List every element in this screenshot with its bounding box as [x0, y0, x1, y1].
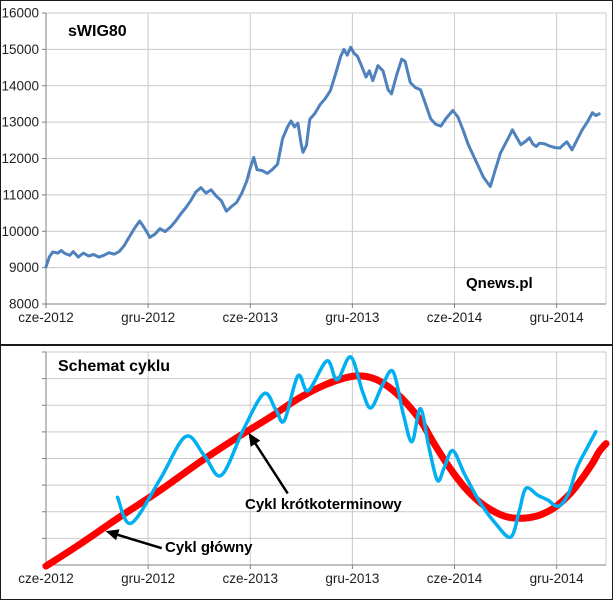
svg-text:gru-2014: gru-2014	[530, 310, 585, 325]
svg-text:gru-2012: gru-2012	[121, 310, 175, 325]
chart-title-swig80: sWIG80	[68, 23, 127, 40]
chart-title-schemat-cyklu: Schemat cyklu	[58, 358, 171, 375]
qnews-watermark: Qnews.pl	[466, 275, 533, 292]
svg-text:10000: 10000	[1, 224, 39, 239]
label-cykl-krotkoterminowy: Cykl krótkoterminowy	[245, 496, 402, 513]
svg-text:12000: 12000	[1, 151, 39, 166]
svg-text:gru-2013: gru-2013	[325, 310, 379, 325]
svg-text:gru-2013: gru-2013	[325, 571, 379, 586]
svg-text:9000: 9000	[9, 260, 39, 275]
swig80-chart-panel: 8000 9000 10000 11000 12000 13000 14000 15000 16…	[0, 0, 613, 345]
svg-text:16000: 16000	[1, 6, 39, 21]
svg-text:15000: 15000	[1, 42, 39, 57]
svg-text:cze-2013: cze-2013	[222, 571, 278, 586]
svg-text:cze-2012: cze-2012	[18, 571, 74, 586]
cycle-schematic-panel: cze-2012 gru-2012 cze-2013 gru-2013 cze-2014…	[0, 345, 613, 600]
svg-text:14000: 14000	[1, 78, 39, 93]
label-cykl-glowny: Cykl główny	[165, 539, 253, 556]
svg-text:gru-2012: gru-2012	[121, 571, 175, 586]
svg-text:8000: 8000	[9, 297, 39, 312]
svg-text:cze-2014: cze-2014	[427, 571, 483, 586]
svg-text:cze-2012: cze-2012	[18, 310, 74, 325]
svg-text:gru-2014: gru-2014	[530, 571, 585, 586]
svg-text:11000: 11000	[2, 187, 39, 202]
svg-text:cze-2014: cze-2014	[427, 310, 483, 325]
svg-text:13000: 13000	[1, 115, 39, 130]
swig80-line-chart: 8000 9000 10000 11000 12000 13000 14000 15000 16…	[1, 6, 607, 325]
cycle-schematic-chart: cze-2012 gru-2012 cze-2013 gru-2013 cze-2014…	[18, 351, 610, 586]
svg-text:cze-2013: cze-2013	[222, 310, 278, 325]
